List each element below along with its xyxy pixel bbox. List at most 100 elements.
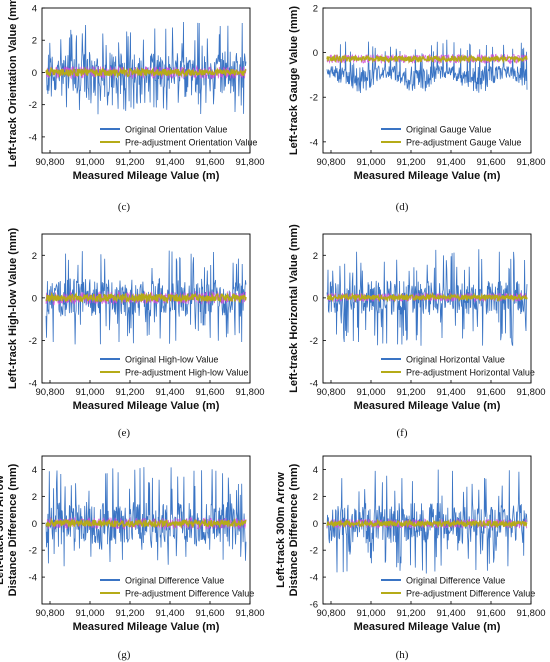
- y-tick-label: -6: [310, 600, 318, 611]
- series-line-pre-adjustment: [45, 291, 247, 304]
- x-tick-label: 90,800: [316, 387, 345, 398]
- plot-frame: [322, 233, 532, 384]
- y-tick-label: -2: [29, 546, 37, 557]
- x-tick-label: 91,200: [396, 608, 425, 619]
- y-tick-label: -2: [29, 100, 37, 111]
- plot-area: [45, 467, 247, 567]
- x-tick-label: 90,800: [35, 608, 64, 619]
- series-line-pre-adjustment: [326, 53, 528, 64]
- series-line-original: [326, 469, 528, 574]
- series-line-pre-adjustment: [45, 66, 247, 79]
- plot-area: [45, 21, 247, 115]
- chart-panel-h: 90,800 91,000 91,200 91,400 91,600 91,800 -6 -4…: [275, 455, 546, 661]
- y-tick-label: 2: [313, 251, 318, 262]
- x-axis-label: Measured Mileage Value (m): [73, 170, 220, 182]
- plot-area: [45, 250, 247, 345]
- series-line-pre-adjustment: [326, 292, 528, 303]
- legend-label: Original Gauge Value: [406, 125, 491, 135]
- x-tick-label: 91,200: [396, 387, 425, 398]
- legend-label: Original High-low Value: [125, 355, 218, 365]
- y-tick-label: 0: [313, 293, 318, 304]
- chart-panel-c: 90,800 91,000 91,200 91,400 91,600 91,800 -4 -2…: [7, 0, 265, 213]
- x-axis-label: Measured Mileage Value (m): [354, 621, 501, 633]
- y-tick-label: 0: [313, 519, 318, 530]
- x-tick-label: 91,800: [516, 608, 545, 619]
- plot-frame: [41, 455, 251, 605]
- x-tick-label: 91,200: [115, 157, 144, 168]
- legend-label: Pre-adjustment High-low Value: [125, 368, 248, 378]
- legend-label: Pre-adjustment Orientation Value: [125, 138, 257, 148]
- y-axis-label: Left-track Gauge Value (mm): [288, 6, 300, 155]
- chart-panel-f: 90,800 91,000 91,200 91,400 91,600 91,800 -4 -2…: [288, 224, 546, 439]
- chart-panel-d: 90,800 91,000 91,200 91,400 91,600 91,800 -4 -2…: [288, 4, 546, 214]
- legend-label: Original Difference Value: [125, 576, 224, 586]
- plot-frame: [322, 7, 532, 154]
- x-tick-label: 90,800: [316, 608, 345, 619]
- chart-panel-e: 90,800 91,000 91,200 91,400 91,600 91,800 -4 -2…: [7, 227, 265, 439]
- y-tick-label: 0: [32, 519, 37, 530]
- legend-label: Pre-adjustment Difference Value: [125, 589, 254, 599]
- panel-label: (g): [118, 649, 131, 661]
- x-axis-label: Measured Mileage Value (m): [73, 621, 220, 633]
- x-tick-label: 91,600: [195, 387, 224, 398]
- x-tick-label: 91,400: [155, 608, 184, 619]
- x-tick-label: 91,200: [115, 387, 144, 398]
- legend-label: Original Difference Value: [406, 576, 505, 586]
- y-axis-label: Distance Difference (mm): [7, 463, 19, 596]
- x-tick-label: 91,800: [235, 387, 264, 398]
- x-tick-label: 91,400: [436, 387, 465, 398]
- series-line-original: [45, 250, 247, 345]
- plot-frame: [41, 7, 251, 154]
- x-tick-label: 91,200: [396, 157, 425, 168]
- y-tick-label: 0: [32, 68, 37, 79]
- y-tick-label: 4: [313, 465, 318, 476]
- x-tick-label: 91,400: [155, 387, 184, 398]
- x-tick-label: 91,000: [75, 608, 104, 619]
- y-tick-label: -2: [310, 336, 318, 347]
- x-tick-label: 91,600: [476, 387, 505, 398]
- plot-area: [326, 469, 528, 574]
- y-tick-label: 4: [32, 465, 37, 476]
- x-tick-label: 91,800: [235, 157, 264, 168]
- y-tick-label: 0: [32, 293, 37, 304]
- x-tick-label: 90,800: [316, 157, 345, 168]
- x-tick-label: 91,400: [155, 157, 184, 168]
- x-tick-label: 91,000: [356, 157, 385, 168]
- y-tick-label: -4: [310, 379, 318, 390]
- y-tick-label: 0: [313, 48, 318, 59]
- x-tick-label: 91,000: [356, 387, 385, 398]
- plot-area: [326, 249, 528, 347]
- chart-panel-g: 90,800 91,000 91,200 91,400 91,600 91,800 -4 -2…: [0, 455, 265, 661]
- y-axis-label: Left-track High-low Value (mm): [7, 227, 19, 389]
- plot-frame: [41, 233, 251, 384]
- y-tick-label: -4: [29, 379, 37, 390]
- x-tick-label: 91,000: [75, 157, 104, 168]
- x-tick-label: 91,600: [476, 157, 505, 168]
- x-tick-label: 90,800: [35, 157, 64, 168]
- x-tick-label: 91,200: [115, 608, 144, 619]
- plot-frame: [322, 455, 532, 605]
- y-tick-label: 4: [32, 4, 37, 15]
- legend-label: Original Orientation Value: [125, 125, 227, 135]
- y-tick-label: -4: [29, 132, 37, 143]
- legend-label: Pre-adjustment Gauge Value: [406, 138, 521, 148]
- y-axis-label: Distance Difference (mm): [288, 463, 300, 596]
- y-tick-label: 2: [32, 492, 37, 503]
- x-tick-label: 91,000: [75, 387, 104, 398]
- y-tick-label: -4: [310, 573, 318, 584]
- panel-label: (c): [118, 201, 131, 213]
- x-tick-label: 91,000: [356, 608, 385, 619]
- x-axis-label: Measured Mileage Value (m): [354, 400, 501, 412]
- x-tick-label: 91,800: [516, 387, 545, 398]
- x-tick-label: 91,600: [195, 608, 224, 619]
- plot-area: [326, 39, 528, 94]
- y-tick-label: -4: [310, 137, 318, 148]
- x-tick-label: 90,800: [35, 387, 64, 398]
- x-tick-label: 91,600: [195, 157, 224, 168]
- series-line-original: [45, 467, 247, 567]
- legend-label: Pre-adjustment Difference Value: [406, 589, 535, 599]
- series-line-original: [326, 39, 528, 94]
- y-tick-label: 2: [313, 492, 318, 503]
- y-tick-label: -2: [310, 546, 318, 557]
